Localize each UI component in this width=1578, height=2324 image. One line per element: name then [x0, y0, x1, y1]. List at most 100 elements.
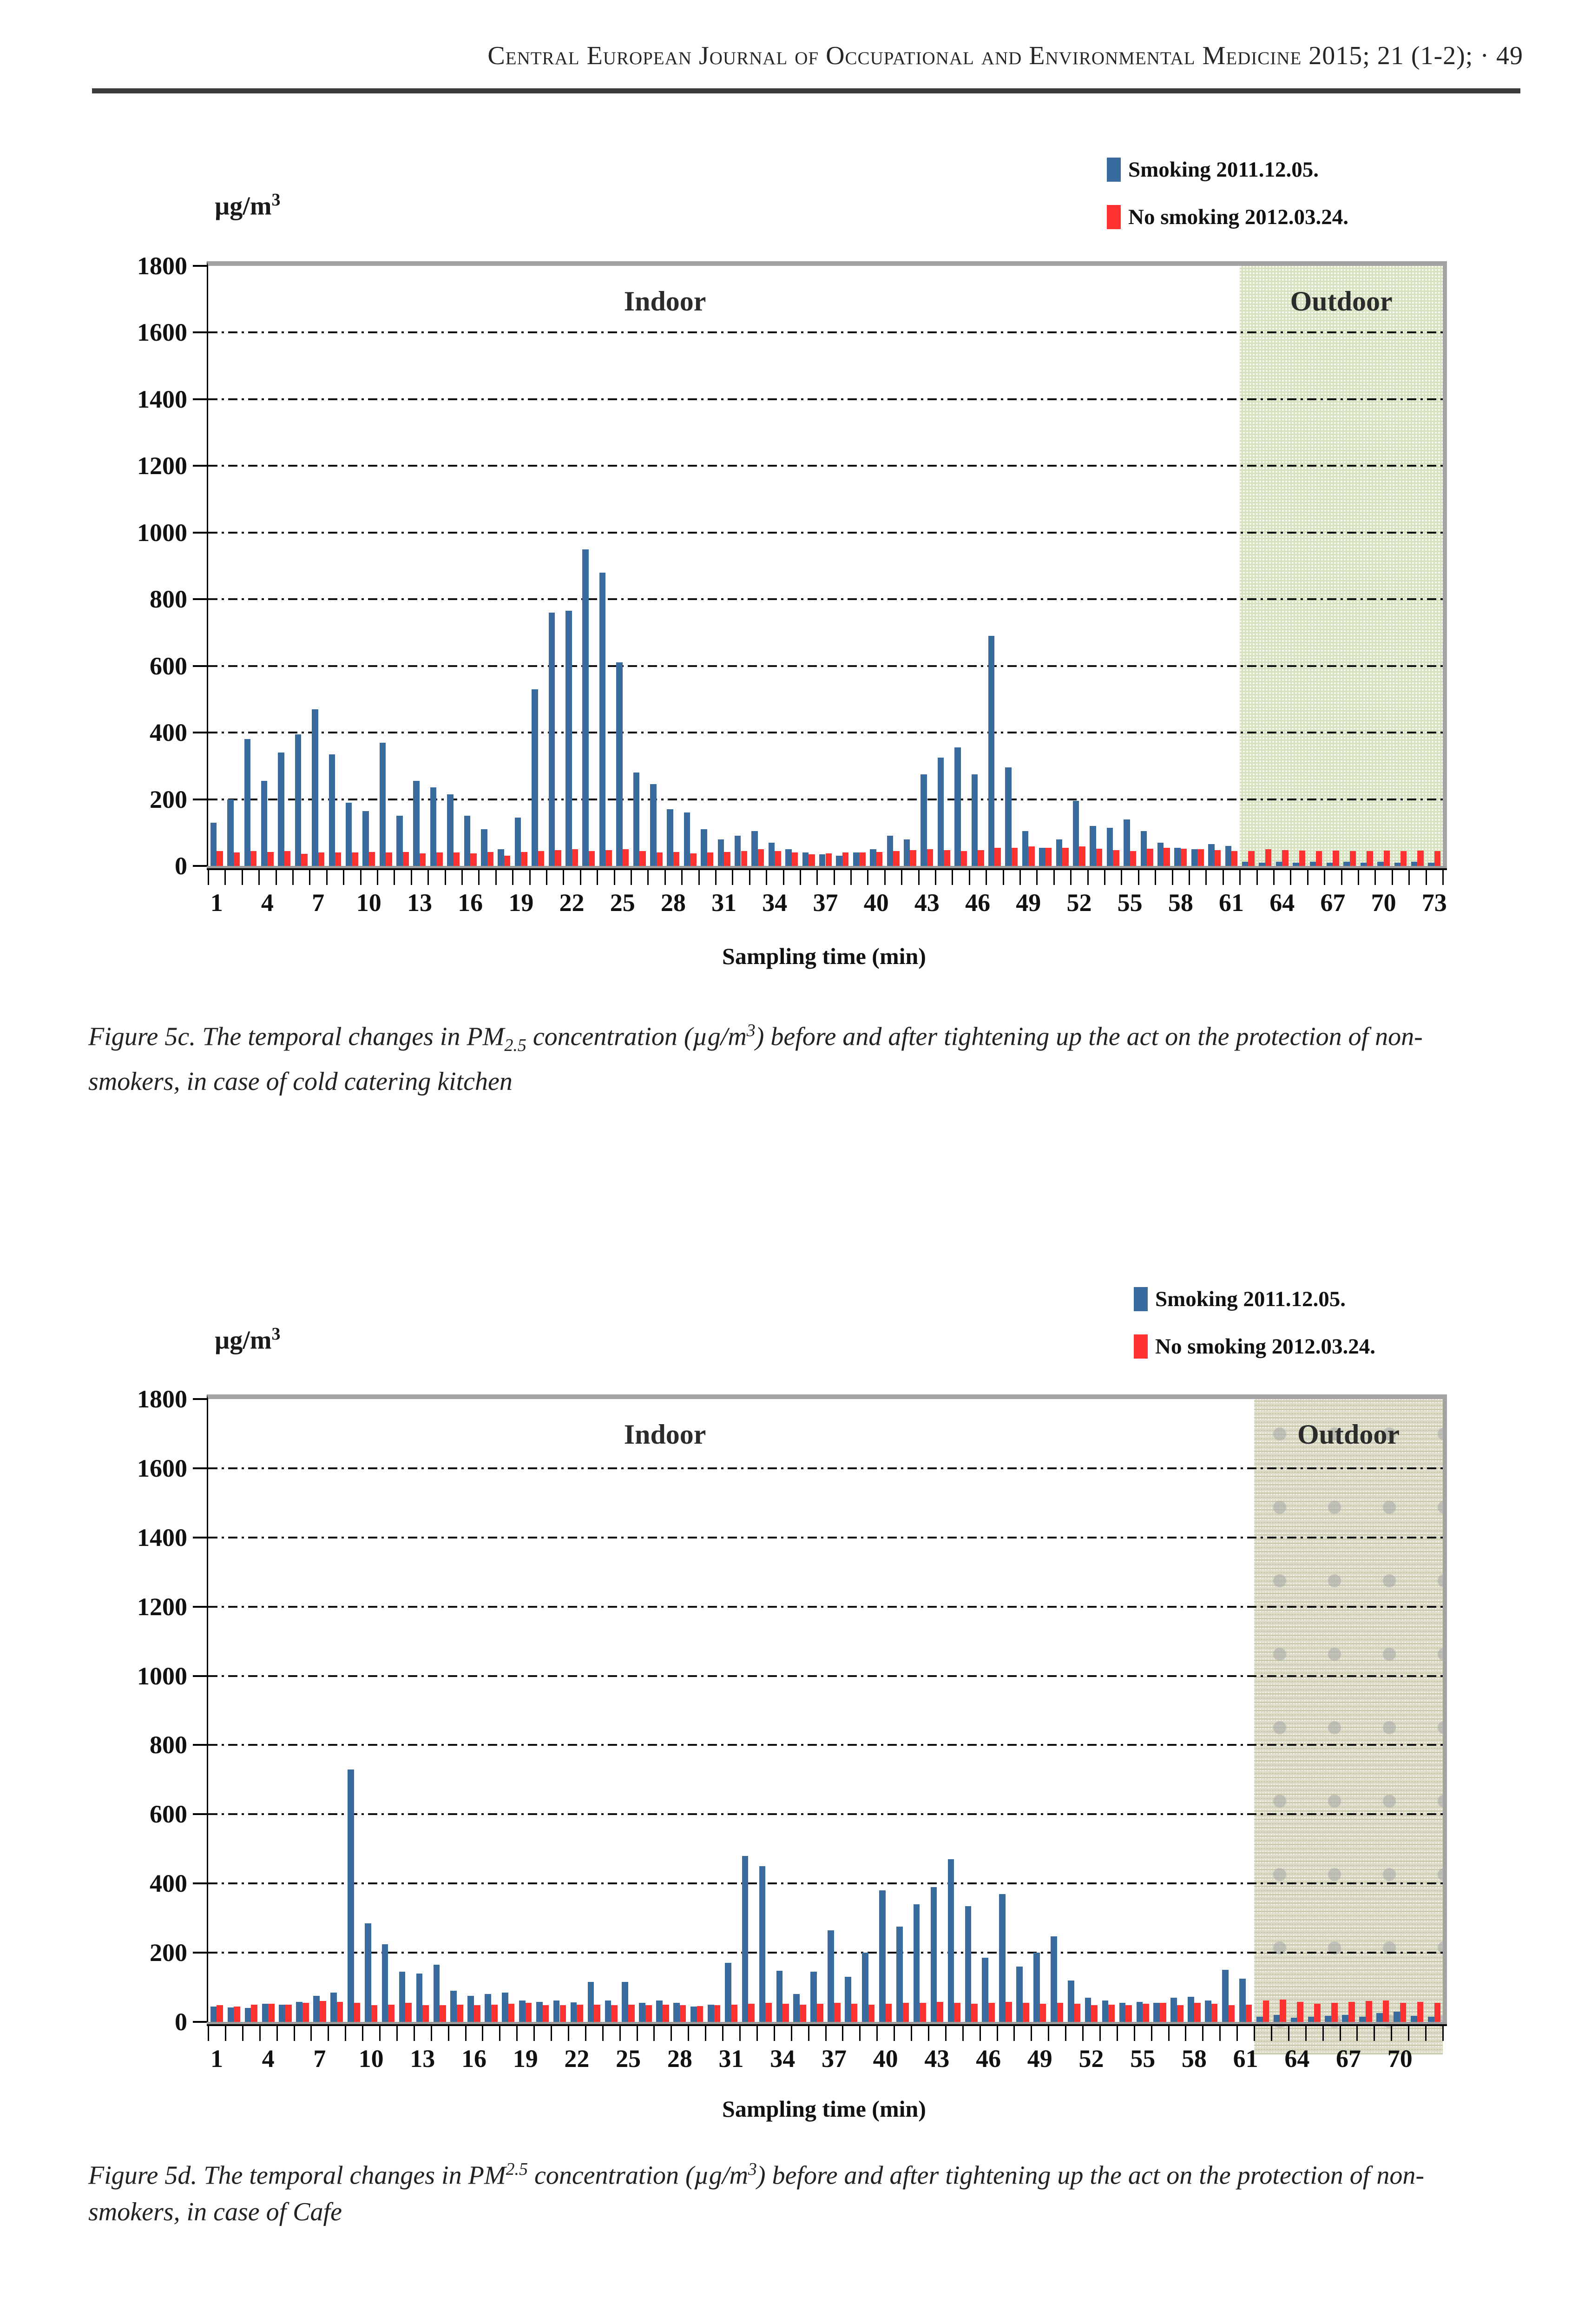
bar-no-smoking — [1005, 2001, 1012, 2022]
x-axis-tick — [1087, 870, 1089, 885]
bar-smoking — [1085, 1997, 1091, 2022]
bar-smoking — [1222, 1970, 1229, 2022]
x-axis-tick — [688, 2026, 690, 2041]
bar-no-smoking — [1125, 2005, 1132, 2022]
bar-no-smoking — [800, 2004, 806, 2022]
y-axis-tick — [193, 1744, 207, 1746]
bar-smoking — [724, 1963, 731, 2022]
gridline-600 — [208, 1813, 1443, 1816]
bar-smoking — [1016, 1966, 1023, 2022]
x-axis-tick — [585, 2026, 586, 2041]
x-axis-label: 1 — [210, 889, 223, 917]
bar-smoking — [1005, 767, 1012, 866]
x-axis-tick — [1065, 2026, 1067, 2041]
x-axis-tick — [816, 870, 818, 885]
figure5d-y-axis-unit: µg/m3 — [215, 1324, 280, 1355]
y-axis-tick — [193, 1952, 207, 1954]
x-axis-tick — [495, 870, 497, 885]
x-axis-label: 7 — [313, 2045, 326, 2073]
y-axis-label: 400 — [150, 1869, 187, 1898]
x-axis-tick — [208, 2026, 209, 2041]
x-axis-tick — [478, 870, 480, 885]
bar-smoking — [1157, 842, 1164, 866]
bar-no-smoking — [267, 852, 274, 866]
x-axis-tick — [410, 870, 412, 885]
y-axis-tick — [193, 531, 207, 534]
bar-no-smoking — [487, 852, 493, 866]
bar-smoking — [971, 774, 978, 866]
indoor-zone-label: Indoor — [624, 1419, 706, 1450]
bar-smoking — [673, 2003, 680, 2022]
x-axis-tick — [749, 870, 750, 885]
bar-no-smoking — [1434, 851, 1441, 866]
bar-smoking — [1259, 862, 1265, 866]
bar-smoking — [1394, 2011, 1400, 2022]
x-axis-label: 34 — [762, 889, 788, 917]
y-axis-tick — [193, 732, 207, 734]
bar-smoking — [1106, 827, 1113, 866]
bar-smoking — [1427, 2016, 1434, 2022]
x-axis-tick — [1239, 870, 1241, 885]
bar-smoking — [1239, 1978, 1246, 2022]
legend-item-smoking: Smoking 2011.12.05. — [1134, 1287, 1375, 1312]
figure5c-caption: Figure 5c. The temporal changes in PM2.5… — [88, 1012, 1501, 1100]
x-axis-tick — [1358, 870, 1359, 885]
x-axis-tick — [698, 870, 700, 885]
bar-smoking — [717, 839, 724, 866]
gridline-200 — [208, 1952, 1443, 1954]
x-axis-tick — [1408, 870, 1410, 885]
bar-no-smoking — [1160, 2003, 1166, 2022]
bar-smoking — [819, 854, 826, 866]
bar-smoking — [587, 1982, 594, 2022]
x-axis-label: 70 — [1371, 889, 1396, 917]
y-axis-tick — [193, 1536, 207, 1538]
bar-smoking — [548, 612, 555, 866]
bar-smoking — [1326, 862, 1333, 866]
y-axis-tick — [193, 398, 207, 400]
bar-no-smoking — [902, 2003, 909, 2022]
bar-smoking — [904, 839, 910, 866]
bar-smoking — [532, 689, 538, 866]
bar-smoking — [502, 1992, 508, 2022]
bar-no-smoking — [301, 854, 308, 866]
bar-smoking — [742, 1855, 749, 2022]
outdoor-region — [1254, 1399, 1443, 2054]
bar-smoking — [639, 2003, 645, 2022]
bar-no-smoking — [1265, 849, 1272, 866]
x-axis-tick — [945, 2026, 947, 2041]
x-axis-tick — [326, 870, 328, 885]
bar-smoking — [836, 856, 842, 866]
x-axis-tick — [799, 870, 801, 885]
bar-no-smoking — [1045, 847, 1052, 866]
x-axis-tick — [551, 2026, 552, 2041]
x-axis-tick — [345, 2026, 347, 2041]
bar-smoking — [913, 1904, 920, 2022]
bar-no-smoking — [1400, 851, 1407, 866]
x-axis-tick — [842, 2026, 844, 2041]
x-axis-label: 52 — [1066, 889, 1092, 917]
x-axis-tick — [1425, 870, 1427, 885]
y-unit-text: µg/m — [215, 191, 272, 221]
x-axis-tick — [444, 870, 446, 885]
bar-smoking — [1359, 2016, 1366, 2022]
bar-smoking — [622, 1982, 629, 2022]
bar-smoking — [416, 1973, 423, 2022]
bar-smoking — [379, 742, 386, 866]
x-axis-label: 64 — [1284, 2045, 1310, 2073]
figure5c-x-axis-title: Sampling time (min) — [722, 943, 926, 969]
bar-smoking — [570, 2002, 577, 2022]
x-axis-tick — [664, 870, 666, 885]
bar-smoking — [1411, 862, 1418, 866]
bar-no-smoking — [1177, 2005, 1184, 2022]
y-axis-tick — [193, 1467, 207, 1469]
x-axis-tick — [597, 870, 598, 885]
bar-no-smoking — [1028, 846, 1035, 866]
bar-smoking — [1033, 1953, 1040, 2022]
x-axis-tick — [413, 2026, 415, 2041]
bar-smoking — [870, 849, 876, 866]
bar-smoking — [464, 816, 471, 866]
bar-no-smoking — [473, 2005, 480, 2022]
legend-label: No smoking 2012.03.24. — [1155, 1334, 1375, 1359]
caption-superscript: 2.5 — [506, 2159, 528, 2179]
bar-smoking — [1208, 844, 1215, 866]
